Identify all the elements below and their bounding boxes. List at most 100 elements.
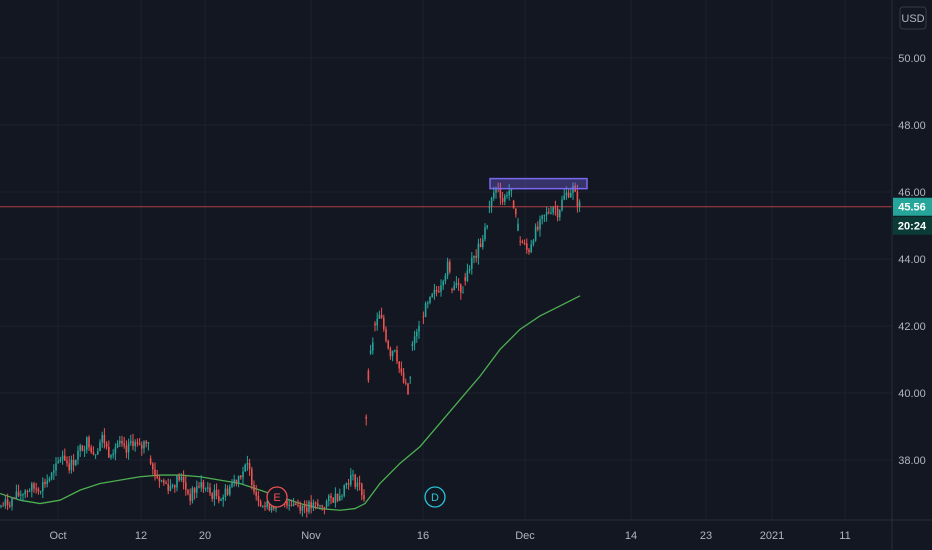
candle-body	[299, 505, 301, 511]
resistance-zone-box[interactable]	[489, 177, 588, 190]
x-tick-label: Nov	[301, 530, 321, 542]
candle-body	[543, 214, 546, 216]
candle-body	[158, 477, 161, 482]
x-tick-label: 14	[625, 530, 637, 542]
candle-body	[486, 225, 488, 228]
candle-body	[178, 475, 180, 481]
candle-body	[292, 503, 295, 506]
candle-body	[103, 435, 106, 444]
candle-body	[68, 463, 70, 471]
x-tick-label: Dec	[515, 530, 535, 542]
event-marker-label: E	[273, 492, 280, 504]
candle-body	[341, 495, 343, 497]
candle-body	[552, 207, 554, 213]
candle-body	[413, 336, 416, 344]
candle-body	[369, 350, 372, 354]
candle-body	[424, 303, 427, 317]
candle-body	[13, 498, 15, 500]
candle-body	[112, 453, 114, 456]
candle-body	[55, 463, 57, 471]
grid-lines	[0, 0, 892, 520]
candle-body	[244, 464, 246, 472]
candle-body	[202, 482, 205, 489]
countdown-label: 20:24	[898, 221, 927, 233]
candle-body	[9, 505, 11, 507]
candle-body	[42, 481, 44, 492]
candle-body	[240, 475, 242, 478]
candle-body	[11, 498, 13, 507]
candle-body	[235, 479, 238, 483]
candle-body	[200, 482, 202, 488]
candle-body	[218, 495, 220, 501]
candle-body	[409, 377, 411, 379]
candle-body	[264, 505, 266, 507]
candle-body	[457, 283, 460, 285]
candle-body	[440, 285, 442, 292]
candle-body	[394, 350, 396, 352]
x-tick-label: 23	[700, 530, 712, 542]
time-axis[interactable]: Oct 12 20 Nov 16 Dec 14 23 2021 11	[0, 519, 932, 542]
candle-body	[303, 505, 306, 508]
candle-body	[537, 226, 539, 230]
candle-body	[479, 243, 482, 248]
currency-label-box[interactable]	[899, 6, 927, 30]
candle-body	[576, 191, 579, 207]
candle-body	[108, 446, 110, 458]
candle-body	[325, 501, 328, 508]
candle-body	[196, 486, 198, 493]
candle-body	[336, 493, 339, 501]
candle-body	[501, 198, 504, 202]
candle-body	[123, 443, 125, 446]
candle-body	[301, 505, 304, 511]
x-tick-label: 16	[417, 530, 429, 542]
candle-body	[402, 372, 405, 383]
candle-body	[418, 326, 420, 332]
candle-body	[24, 490, 26, 495]
candle-body	[26, 490, 29, 492]
candle-body	[31, 483, 33, 491]
candle-body	[97, 451, 99, 455]
candle-body	[64, 455, 66, 461]
candle-body	[46, 480, 48, 485]
candle-body	[211, 493, 213, 499]
candle-body	[449, 261, 451, 272]
candle-body	[259, 501, 262, 507]
candle-body	[442, 281, 444, 286]
candle-body	[508, 191, 510, 196]
candle-body	[521, 241, 524, 244]
candle-body	[548, 211, 550, 213]
candle-body	[72, 459, 75, 466]
candle-body	[343, 485, 345, 496]
candle-body	[143, 441, 145, 449]
event-marker-e[interactable]: E	[266, 486, 288, 508]
candle-body	[105, 443, 108, 447]
candle-body	[431, 293, 433, 297]
candle-body	[385, 329, 387, 341]
candle-body	[222, 496, 224, 500]
candle-body	[312, 502, 315, 509]
candle-body	[534, 226, 537, 241]
candle-body	[572, 185, 574, 193]
candle-body	[433, 289, 436, 294]
candle-body	[438, 291, 440, 293]
candle-body	[154, 469, 156, 477]
candle-body	[37, 488, 40, 492]
candle-body	[530, 244, 532, 253]
candle-body	[523, 243, 526, 245]
candle-body	[396, 350, 398, 362]
candle-body	[149, 458, 152, 464]
price-axis[interactable]: USD 38.00 40.00 42.00 44.00 46.00 48.00 50.00 45…	[891, 0, 932, 550]
candle-body	[57, 461, 59, 464]
candle-body	[532, 240, 535, 245]
candles-layer	[0, 182, 581, 518]
candle-body	[358, 482, 361, 484]
candle-body	[262, 505, 264, 507]
event-marker-d[interactable]: D	[424, 486, 446, 508]
candle-body	[198, 486, 200, 488]
candle-body	[354, 474, 356, 487]
candle-body	[233, 479, 235, 484]
candle-body	[44, 481, 46, 485]
candle-body	[121, 440, 123, 444]
